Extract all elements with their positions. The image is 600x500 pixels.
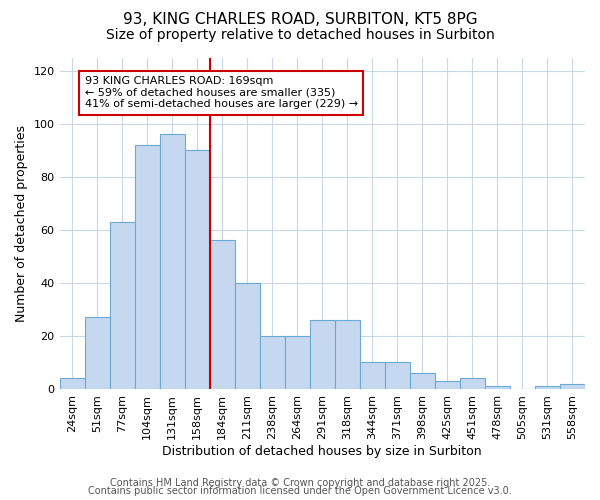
Bar — [185, 150, 209, 389]
Bar — [560, 384, 585, 389]
Text: 93 KING CHARLES ROAD: 169sqm
← 59% of detached houses are smaller (335)
41% of s: 93 KING CHARLES ROAD: 169sqm ← 59% of de… — [85, 76, 358, 110]
Bar — [235, 283, 260, 389]
X-axis label: Distribution of detached houses by size in Surbiton: Distribution of detached houses by size … — [163, 444, 482, 458]
Bar — [134, 145, 160, 389]
Text: Contains HM Land Registry data © Crown copyright and database right 2025.: Contains HM Land Registry data © Crown c… — [110, 478, 490, 488]
Bar — [59, 378, 85, 389]
Bar — [535, 386, 560, 389]
Bar — [209, 240, 235, 389]
Bar — [410, 373, 435, 389]
Bar — [335, 320, 360, 389]
Bar — [85, 318, 110, 389]
Bar — [160, 134, 185, 389]
Bar — [285, 336, 310, 389]
Text: Contains public sector information licensed under the Open Government Licence v3: Contains public sector information licen… — [88, 486, 512, 496]
Bar — [485, 386, 510, 389]
Bar — [460, 378, 485, 389]
Text: 93, KING CHARLES ROAD, SURBITON, KT5 8PG: 93, KING CHARLES ROAD, SURBITON, KT5 8PG — [122, 12, 478, 28]
Y-axis label: Number of detached properties: Number of detached properties — [15, 124, 28, 322]
Bar — [310, 320, 335, 389]
Bar — [385, 362, 410, 389]
Bar — [435, 381, 460, 389]
Bar — [110, 222, 134, 389]
Bar — [260, 336, 285, 389]
Text: Size of property relative to detached houses in Surbiton: Size of property relative to detached ho… — [106, 28, 494, 42]
Bar — [360, 362, 385, 389]
